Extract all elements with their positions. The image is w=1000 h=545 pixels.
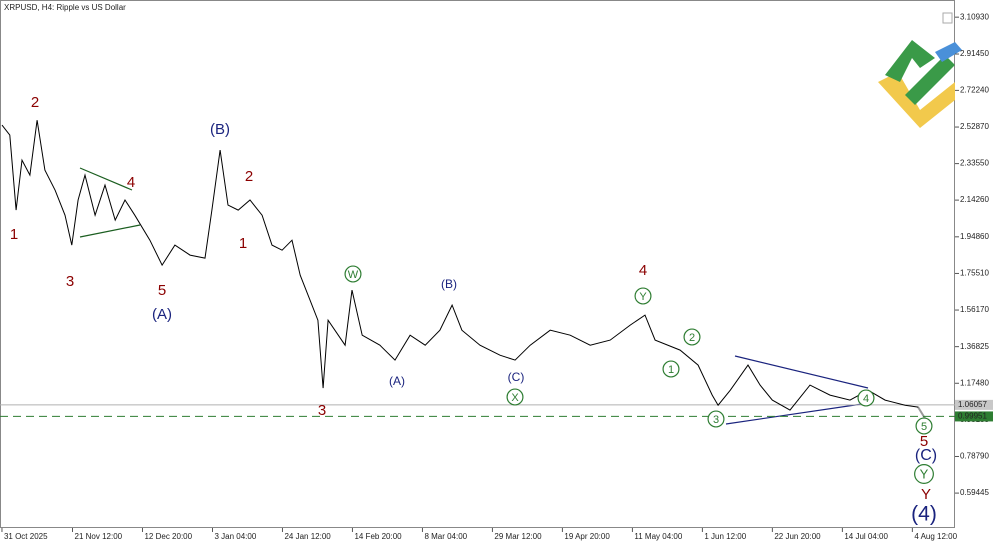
x-tick-label: 31 Oct 2025 xyxy=(4,532,48,541)
x-tick-label: 14 Feb 20:00 xyxy=(354,532,402,541)
wave-label: 5 xyxy=(921,421,927,433)
wave-label: 5 xyxy=(920,433,928,450)
y-tick-label: 1.94860 xyxy=(960,232,989,241)
icon xyxy=(942,12,953,24)
wave-label: X xyxy=(511,392,519,404)
y-tick-label: 1.56170 xyxy=(960,305,989,314)
wave-label: 1 xyxy=(668,364,674,376)
wave-label: 4 xyxy=(639,262,647,279)
price-label: 0.99951 xyxy=(958,412,987,421)
wave-label: Y xyxy=(639,291,647,303)
trend-line xyxy=(725,403,863,425)
wave-circle xyxy=(915,417,933,435)
trend-line xyxy=(79,167,133,191)
y-tick-label: 0.78790 xyxy=(960,452,989,461)
wave-label: (C) xyxy=(915,447,937,464)
wave-label: (B) xyxy=(210,121,230,138)
x-tick-label: 11 May 04:00 xyxy=(634,532,682,541)
wave-label: 2 xyxy=(245,168,253,185)
plot-frame xyxy=(0,0,955,528)
y-tick-label: 1.17480 xyxy=(960,378,989,387)
wave-label: 3 xyxy=(66,273,74,290)
price-label: 1.06057 xyxy=(958,400,987,409)
x-tick-label: 4 Aug 12:00 xyxy=(914,532,957,541)
wave-label: (A) xyxy=(152,306,172,323)
x-tick-label: 24 Jan 12:00 xyxy=(284,532,331,541)
price-tag xyxy=(955,399,993,410)
wave-label: 3 xyxy=(713,414,719,426)
wave-label: (C) xyxy=(508,370,525,384)
wave-label: (B) xyxy=(441,277,457,291)
wave-label: W xyxy=(348,269,359,281)
y-tick-label: 1.75510 xyxy=(960,269,989,278)
wave-circle xyxy=(506,388,524,406)
wave-label: 4 xyxy=(127,174,135,191)
wave-circle xyxy=(634,287,652,305)
y-tick-label: 2.33550 xyxy=(960,159,989,168)
x-tick-label: 19 Apr 20:00 xyxy=(564,532,610,541)
wave-label: 1 xyxy=(10,226,18,243)
x-tick-label: 14 Jul 04:00 xyxy=(844,532,888,541)
wave-circle xyxy=(707,410,725,428)
wave-circle xyxy=(344,265,362,283)
x-tick-label: 3 Jan 04:00 xyxy=(214,532,256,541)
wave-label: 4 xyxy=(863,393,869,405)
chart-title: XRPUSD, H4: Ripple vs US Dollar xyxy=(4,3,126,12)
wave-circle xyxy=(914,464,934,484)
wave-label: Y xyxy=(920,466,929,481)
wave-label: (A) xyxy=(389,374,405,388)
wave-label: 2 xyxy=(31,94,39,111)
wave-circle xyxy=(683,328,701,346)
wave-label: Y xyxy=(921,486,931,503)
wave-circle xyxy=(662,360,680,378)
x-tick-label: 29 Mar 12:00 xyxy=(494,532,542,541)
y-tick-label: 3.10930 xyxy=(960,12,989,21)
y-tick-label: 2.91450 xyxy=(960,49,989,58)
y-tick-label: 2.52870 xyxy=(960,122,989,131)
wave-label: (4) xyxy=(911,503,937,526)
y-tick-label: 1.36825 xyxy=(960,342,989,351)
price-tag xyxy=(955,411,993,422)
price-line-series xyxy=(1,120,919,411)
y-tick-label: 2.14260 xyxy=(960,195,989,204)
wave-label: 5 xyxy=(158,282,166,299)
wave-label: 3 xyxy=(318,402,326,419)
wave-label: 1 xyxy=(239,235,247,252)
y-tick-label: 0.59445 xyxy=(960,488,989,497)
logo xyxy=(878,40,962,128)
trend-line xyxy=(79,224,141,238)
trend-line xyxy=(734,355,869,389)
y-tick-label: 2.72240 xyxy=(960,85,989,94)
x-tick-label: 22 Jun 20:00 xyxy=(774,532,821,541)
x-tick-label: 8 Mar 04:00 xyxy=(424,532,467,541)
x-tick-label: 12 Dec 20:00 xyxy=(144,532,192,541)
x-tick-label: 21 Nov 12:00 xyxy=(75,532,123,541)
wave-label: 2 xyxy=(689,332,695,344)
x-tick-label: 1 Jun 12:00 xyxy=(704,532,746,541)
wave-circle xyxy=(857,389,875,407)
